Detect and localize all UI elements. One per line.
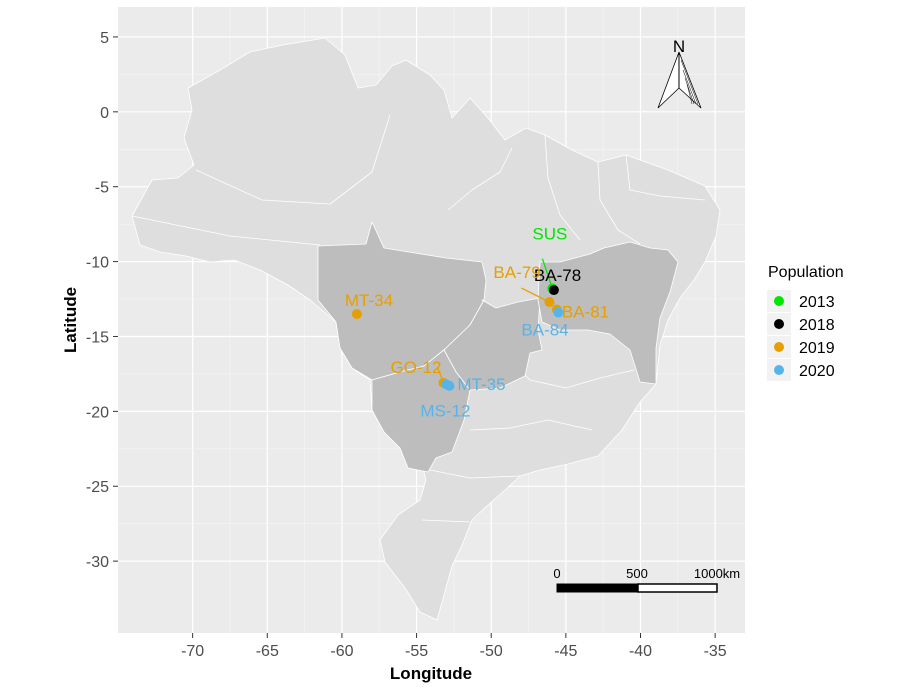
point-label-2: BA-79 bbox=[493, 263, 540, 282]
legend-key-1 bbox=[774, 319, 784, 329]
point-marker-1 bbox=[549, 285, 559, 295]
north-arrow-label: N bbox=[673, 37, 685, 56]
y-axis-title: Latitude bbox=[61, 287, 80, 353]
x-tick-label-3: -55 bbox=[405, 643, 428, 660]
y-tick-label-6: -25 bbox=[86, 479, 109, 496]
y-tick-label-4: -15 bbox=[86, 329, 109, 346]
scale-label-1000: 1000km bbox=[694, 566, 740, 581]
x-tick-label-0: -70 bbox=[181, 643, 204, 660]
y-tick-label-2: -5 bbox=[95, 180, 109, 197]
legend-title: Population bbox=[768, 264, 844, 281]
point-label-7: MT-35 bbox=[457, 375, 505, 394]
point-marker-8 bbox=[441, 379, 451, 389]
point-label-5: MT-34 bbox=[345, 291, 393, 310]
y-tick-label-1: 0 bbox=[100, 105, 109, 122]
point-label-3: BA-81 bbox=[562, 303, 609, 322]
point-marker-5 bbox=[352, 309, 362, 319]
y-tick-label-7: -30 bbox=[86, 554, 109, 571]
point-marker-2 bbox=[544, 297, 554, 307]
point-label-4: BA-84 bbox=[521, 321, 568, 340]
x-axis: -70 -65 -60 -55 -50 -45 -40 -35 bbox=[181, 633, 727, 660]
y-tick-label-5: -20 bbox=[86, 404, 109, 421]
x-tick-label-7: -35 bbox=[704, 643, 727, 660]
scale-label-0: 0 bbox=[553, 566, 560, 581]
legend-key-2 bbox=[774, 342, 784, 352]
point-label-1: BA-78 bbox=[534, 266, 581, 285]
x-axis-title: Longitude bbox=[390, 664, 472, 683]
x-tick-label-2: -60 bbox=[330, 643, 353, 660]
legend-key-3 bbox=[774, 365, 784, 375]
point-label-8: MS-12 bbox=[420, 401, 470, 420]
legend-key-0 bbox=[774, 296, 784, 306]
x-tick-label-4: -50 bbox=[480, 643, 503, 660]
x-tick-label-6: -40 bbox=[629, 643, 652, 660]
y-tick-label-0: 5 bbox=[100, 30, 109, 47]
x-tick-label-5: -45 bbox=[554, 643, 577, 660]
legend-label-0: 2013 bbox=[799, 294, 835, 311]
legend: Population 2013 2018 2019 2020 bbox=[767, 264, 844, 381]
scale-label-500: 500 bbox=[626, 566, 648, 581]
legend-label-2: 2019 bbox=[799, 340, 835, 357]
legend-label-1: 2018 bbox=[799, 317, 835, 334]
point-label-0: SUS bbox=[532, 225, 567, 244]
point-marker-4 bbox=[553, 308, 563, 318]
x-tick-label-1: -65 bbox=[256, 643, 279, 660]
legend-label-3: 2020 bbox=[799, 363, 835, 380]
y-axis: 5 0 -5 -10 -15 -20 -25 -30 bbox=[86, 30, 118, 571]
point-label-6: GO-12 bbox=[390, 358, 441, 377]
y-tick-label-3: -10 bbox=[86, 255, 109, 272]
